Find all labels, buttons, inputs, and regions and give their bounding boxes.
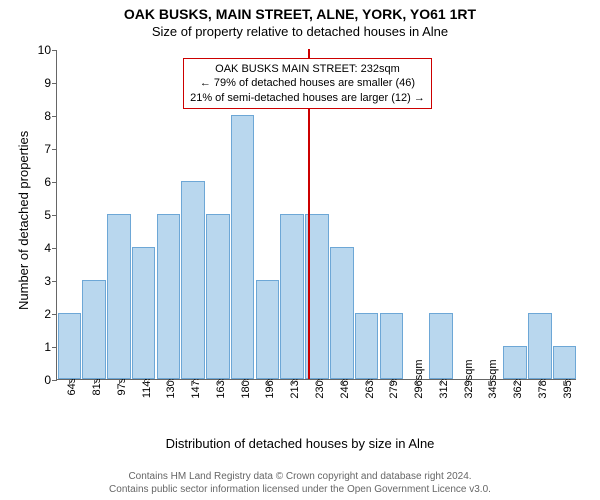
histogram-bar <box>256 280 280 379</box>
x-tick-mark <box>144 379 145 384</box>
x-tick-mark <box>267 379 268 384</box>
histogram-bar <box>58 313 82 379</box>
attribution-line-2: Contains public sector information licen… <box>0 483 600 496</box>
annotation-line: OAK BUSKS MAIN STREET: 232sqm <box>190 62 425 76</box>
x-tick-mark <box>193 379 194 384</box>
attribution-text: Contains HM Land Registry data © Crown c… <box>0 470 600 496</box>
x-tick-mark <box>490 379 491 384</box>
histogram-bar <box>157 214 181 379</box>
x-tick-mark <box>367 379 368 384</box>
y-tick-mark <box>52 83 57 84</box>
histogram-bar <box>280 214 304 379</box>
y-tick-mark <box>52 50 57 51</box>
x-tick-mark <box>218 379 219 384</box>
x-tick-mark <box>342 379 343 384</box>
plot-area: 01234567891064sqm81sqm97sqm114sqm130sqm1… <box>56 50 576 380</box>
x-tick-mark <box>119 379 120 384</box>
x-tick-mark <box>94 379 95 384</box>
property-size-chart: OAK BUSKS, MAIN STREET, ALNE, YORK, YO61… <box>0 0 600 500</box>
histogram-bar <box>355 313 379 379</box>
x-axis-label: Distribution of detached houses by size … <box>0 436 600 451</box>
histogram-bar <box>503 346 527 379</box>
x-tick-mark <box>540 379 541 384</box>
histogram-bar <box>380 313 404 379</box>
histogram-bar <box>181 181 205 379</box>
x-tick-mark <box>69 379 70 384</box>
y-tick-mark <box>52 314 57 315</box>
histogram-bar <box>429 313 453 379</box>
histogram-bar <box>82 280 106 379</box>
y-tick-mark <box>52 347 57 348</box>
y-tick-mark <box>52 182 57 183</box>
histogram-bar <box>107 214 131 379</box>
x-tick-mark <box>292 379 293 384</box>
y-axis-label: Number of detached properties <box>16 131 31 310</box>
chart-title: OAK BUSKS, MAIN STREET, ALNE, YORK, YO61… <box>0 6 600 22</box>
x-tick-mark <box>168 379 169 384</box>
x-tick-mark <box>317 379 318 384</box>
x-tick-mark <box>466 379 467 384</box>
x-tick-mark <box>441 379 442 384</box>
histogram-bar <box>528 313 552 379</box>
annotation-line: 21% of semi-detached houses are larger (… <box>190 91 425 105</box>
histogram-bar <box>132 247 156 379</box>
attribution-line-1: Contains HM Land Registry data © Crown c… <box>0 470 600 483</box>
x-tick-mark <box>416 379 417 384</box>
x-tick-mark <box>391 379 392 384</box>
x-tick-mark <box>243 379 244 384</box>
x-tick-mark <box>515 379 516 384</box>
y-tick-mark <box>52 149 57 150</box>
annotation-box: OAK BUSKS MAIN STREET: 232sqm← 79% of de… <box>183 58 432 109</box>
histogram-bar <box>553 346 577 379</box>
y-tick-mark <box>52 248 57 249</box>
histogram-bar <box>330 247 354 379</box>
annotation-line: ← 79% of detached houses are smaller (46… <box>190 76 425 90</box>
histogram-bar <box>231 115 255 379</box>
histogram-bar <box>206 214 230 379</box>
chart-subtitle: Size of property relative to detached ho… <box>0 24 600 39</box>
y-tick-mark <box>52 380 57 381</box>
y-tick-mark <box>52 215 57 216</box>
y-tick-mark <box>52 116 57 117</box>
x-tick-mark <box>565 379 566 384</box>
y-tick-mark <box>52 281 57 282</box>
